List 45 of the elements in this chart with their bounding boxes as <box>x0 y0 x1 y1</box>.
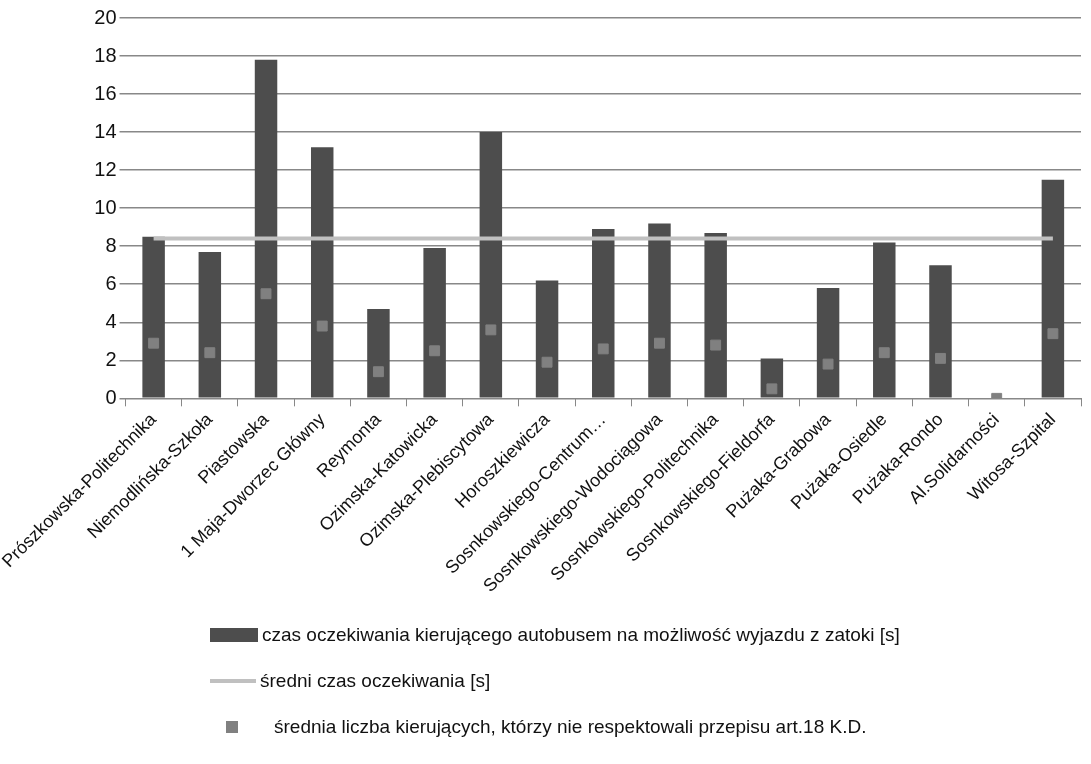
bar <box>1041 179 1065 398</box>
point <box>878 347 890 359</box>
y-tick-label: 0 <box>105 385 117 408</box>
y-tick-label: 4 <box>105 309 117 332</box>
bar <box>198 251 222 398</box>
point <box>710 339 722 351</box>
legend-label: czas oczekiwania kierującego autobusem na możliwość wyjazdu z zatoki [s] <box>262 624 900 646</box>
point <box>541 356 553 368</box>
y-tick-label: 12 <box>94 157 117 180</box>
bar <box>535 280 559 398</box>
bar <box>479 132 503 398</box>
bar <box>873 242 896 398</box>
legend-label: średni czas oczekiwania [s] <box>260 670 491 692</box>
point <box>204 347 216 359</box>
bar <box>648 223 671 398</box>
y-tick-label: 16 <box>94 81 117 104</box>
y-tick-label: 18 <box>94 43 117 66</box>
y-tick-label: 14 <box>94 119 117 142</box>
bar <box>423 248 446 398</box>
point <box>260 288 272 300</box>
bar <box>592 229 615 398</box>
point <box>1047 328 1059 340</box>
point <box>372 366 384 378</box>
point <box>485 324 497 336</box>
y-tick-label: 8 <box>105 233 117 256</box>
point <box>766 383 778 395</box>
point <box>822 358 834 370</box>
point <box>316 320 328 332</box>
y-tick-label: 10 <box>94 195 117 218</box>
legend-label: średnia liczba kierujących, którzy nie respektowali przepisu art.18 K.D. <box>274 716 867 738</box>
bar <box>816 288 840 398</box>
point <box>597 343 609 355</box>
bar <box>310 147 334 398</box>
y-tick-label: 2 <box>105 347 117 370</box>
bar <box>367 308 390 398</box>
point <box>654 337 665 349</box>
y-tick-label: 20 <box>94 5 117 28</box>
point <box>935 352 946 364</box>
bar <box>142 236 165 398</box>
point <box>429 345 441 357</box>
bar <box>254 59 278 398</box>
point <box>148 337 160 349</box>
bar <box>929 265 952 398</box>
y-tick-label: 6 <box>105 271 117 294</box>
bar <box>704 232 727 398</box>
